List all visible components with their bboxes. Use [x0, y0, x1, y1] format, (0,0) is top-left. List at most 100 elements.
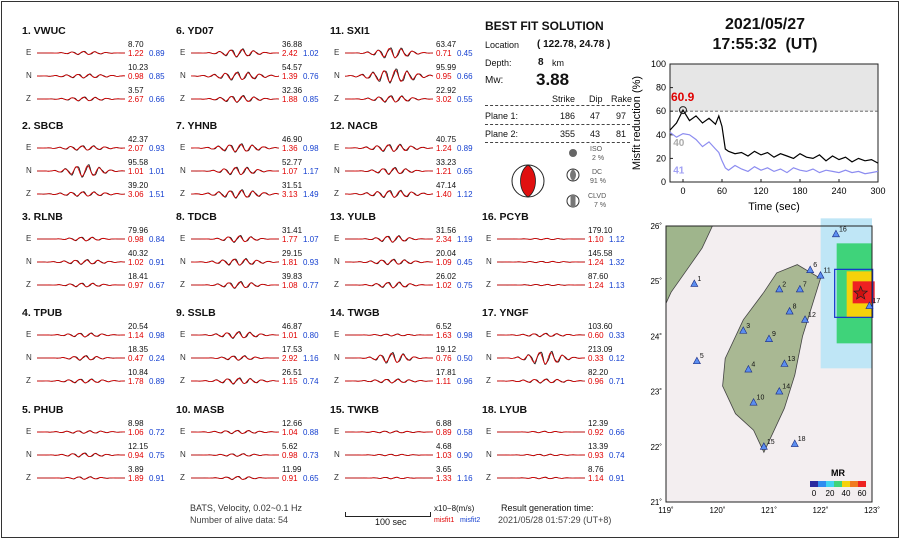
- station-triangle-icon: [785, 306, 794, 315]
- component-label: Z: [486, 376, 491, 385]
- x-axis-label: Time (sec): [748, 201, 800, 213]
- peak-amplitude: 46.87: [282, 322, 303, 331]
- component-label: Z: [180, 376, 185, 385]
- component-label: N: [334, 166, 340, 175]
- lat-tick-label: 23˚: [650, 388, 662, 397]
- lat-tick-label: 25˚: [650, 277, 662, 286]
- synthetic-trace: [344, 259, 433, 265]
- synthetic-trace: [344, 69, 434, 83]
- station-panel: 10. MASB E 12.66 1.04 0.88 N 5.62 0.98 0.73 Z 11.9…: [176, 404, 326, 504]
- iso-value: 2 %: [592, 155, 605, 162]
- component-label: Z: [26, 280, 31, 289]
- misfit1-value: 1.88: [282, 95, 298, 104]
- peak-amplitude: 52.77: [282, 158, 303, 167]
- waveform: [36, 145, 126, 151]
- synthetic-trace: [345, 453, 434, 457]
- station-triangle-icon: [865, 301, 874, 309]
- result-time: 2021/05/28 01:57:29 (UT+8): [498, 515, 612, 525]
- misfit1-value: 1.01: [128, 167, 144, 176]
- component-label: E: [334, 427, 340, 436]
- misfit-series-line: [669, 108, 879, 164]
- misfit1-value: 2.92: [282, 354, 298, 363]
- lon-tick-label: 119˚: [658, 506, 674, 515]
- station-number: 10: [757, 395, 765, 402]
- event-time: 17:55:32 (UT): [712, 36, 818, 53]
- station-name: 7. YHNB: [176, 120, 218, 132]
- waveform: [190, 48, 280, 58]
- peak-amplitude: 6.88: [436, 419, 452, 428]
- station-name: 1. VWUC: [22, 25, 66, 37]
- waveform: [36, 452, 126, 458]
- misfit2-value: 0.45: [457, 258, 473, 267]
- misfit1-value: 1.06: [128, 428, 144, 437]
- misfit1-value: 2.34: [436, 235, 452, 244]
- synthetic-trace: [190, 190, 280, 198]
- misfit2-value: 0.74: [609, 451, 625, 460]
- misfit1-value: 1.11: [436, 377, 451, 386]
- plane1-rake: 97: [616, 111, 627, 121]
- misfit1-value: 1.24: [588, 258, 604, 267]
- component-label: N: [486, 353, 492, 362]
- station-number: 9: [772, 331, 776, 338]
- component-label: E: [180, 48, 186, 57]
- component-label: Z: [180, 189, 185, 198]
- misfit2-value: 0.98: [149, 331, 165, 340]
- synthetic-trace: [496, 261, 586, 263]
- peak-amplitude: 31.56: [436, 226, 457, 235]
- plane2-dip: 43: [590, 129, 601, 139]
- waveform: [344, 281, 434, 289]
- y-tick-label: 0: [661, 177, 666, 187]
- waveform: [190, 331, 280, 340]
- synthetic-trace: [345, 48, 434, 59]
- peak-amplitude: 103.60: [588, 322, 613, 331]
- station-number: 3: [746, 323, 750, 330]
- misfit2-value: 0.45: [457, 49, 473, 58]
- colorbar-swatch: [858, 481, 866, 487]
- component-label: N: [334, 71, 340, 80]
- waveform: [190, 257, 280, 266]
- misfit-series-line: [669, 131, 879, 175]
- synthetic-trace: [344, 378, 434, 384]
- waveform: [496, 260, 586, 264]
- misfit2-value: 0.58: [457, 428, 473, 437]
- peak-amplitude: 40.75: [436, 135, 457, 144]
- station-number: 1: [697, 276, 701, 283]
- clvd-icon: [566, 194, 580, 208]
- misfit1-value: 0.71: [436, 49, 452, 58]
- peak-amplitude: 20.54: [128, 322, 149, 331]
- waveform: [191, 429, 280, 435]
- misfit2-value: 1.12: [609, 235, 625, 244]
- station-panel: 18. LYUB E 12.39 0.92 0.66 N 13.39 0.93 0.74 Z 8.7…: [482, 404, 632, 504]
- clvd-value: 7 %: [594, 202, 607, 209]
- synthetic-trace: [37, 476, 125, 480]
- synthetic-trace: [345, 333, 434, 337]
- lon-tick-label: 123˚: [864, 506, 880, 515]
- waveform: [37, 355, 125, 361]
- y-tick-label: 100: [651, 59, 666, 69]
- waveform: [344, 95, 434, 103]
- colorbar-tick-label: 20: [826, 489, 835, 498]
- component-label: N: [486, 257, 492, 266]
- component-label: N: [180, 166, 186, 175]
- station-number: 17: [872, 298, 880, 305]
- misfit2-value: 1.51: [149, 190, 165, 199]
- misfit2-value: 1.07: [303, 235, 319, 244]
- synthetic-trace: [344, 352, 434, 363]
- misfit1-value: 2.42: [282, 49, 298, 58]
- peak-amplitude: 13.39: [588, 442, 609, 451]
- station-panel: 1. VWUC E 8.70 1.22 0.89 N 10.23 0.98 0.85 Z 3.57 2…: [22, 25, 172, 125]
- waveform: [191, 355, 280, 361]
- waveform: [344, 143, 434, 153]
- waveform: [344, 68, 434, 84]
- misfit1-value: 1.08: [282, 281, 298, 290]
- station-name: 10. MASB: [176, 404, 225, 416]
- misfit1-value: 0.98: [128, 72, 144, 81]
- misfit1-value: 0.47: [128, 354, 144, 363]
- station-map: 119˚ 120˚ 121˚ 122˚ 123˚21˚22˚23˚24˚25˚26˚12…: [650, 218, 880, 515]
- misfit1-value: 0.33: [588, 354, 604, 363]
- synthetic-trace: [344, 144, 434, 152]
- station-panel: 11. SXI1 E 63.47 0.71 0.45 N 95.99 0.95 0.66 Z 22.…: [330, 25, 480, 125]
- peak-amplitude: 12.66: [282, 419, 303, 428]
- synthetic-trace: [190, 72, 280, 80]
- peak-amplitude: 11.99: [282, 465, 302, 474]
